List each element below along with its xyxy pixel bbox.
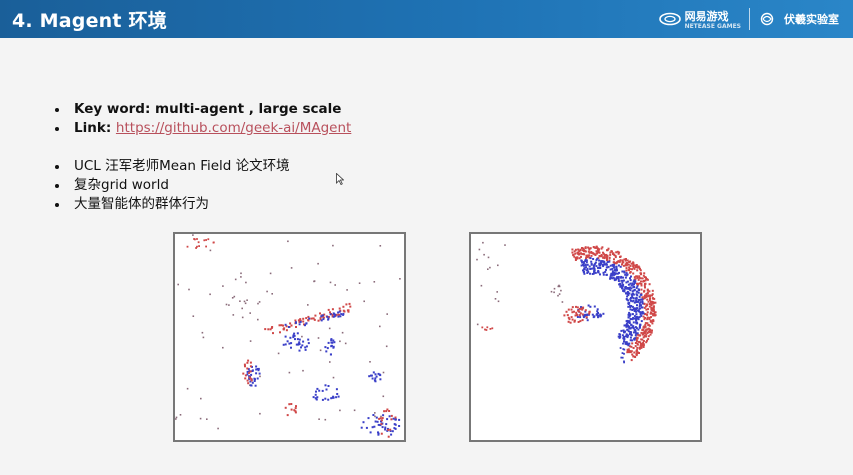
feature-list: UCL 汪军老师Mean Field 论文环境 复杂grid world 大量智… xyxy=(52,157,290,214)
netease-logo: 网易游戏 NETEASE GAMES xyxy=(658,8,741,30)
fuxi-logo-text: 伏羲实验室 xyxy=(784,13,839,26)
simulation-panel-scattered xyxy=(173,232,406,442)
keyword-text: Key word: multi-agent , large scale xyxy=(74,101,342,117)
logo-group: 网易游戏 NETEASE GAMES 伏羲实验室 xyxy=(658,8,839,30)
feature-bullet-grid-world: 复杂grid world xyxy=(52,176,290,195)
netease-logo-text: 网易游戏 xyxy=(684,10,729,23)
logo-divider xyxy=(749,8,750,30)
clustered-agents-plot xyxy=(476,241,657,364)
key-info-list: Key word: multi-agent , large scale Link… xyxy=(52,100,351,138)
netease-logo-subtext: NETEASE GAMES xyxy=(684,23,741,30)
link-label: Link: xyxy=(74,120,116,136)
fuxi-emblem-icon xyxy=(760,12,774,26)
keyword-bullet: Key word: multi-agent , large scale xyxy=(52,100,351,119)
fuxi-logo: 伏羲实验室 xyxy=(758,11,839,27)
netease-swirl-icon xyxy=(658,12,681,26)
simulation-panel-clustered xyxy=(469,232,702,442)
mouse-cursor-icon xyxy=(336,173,344,185)
slide-title: 4. Magent 环境 xyxy=(12,9,167,32)
github-link[interactable]: https://github.com/geek-ai/MAgent xyxy=(115,120,352,136)
slide-header: 4. Magent 环境 网易游戏 NETEASE GAMES 伏羲实验室 xyxy=(0,0,853,38)
feature-bullet-mean-field: UCL 汪军老师Mean Field 论文环境 xyxy=(52,157,290,176)
link-bullet: Link: https://github.com/geek-ai/MAgent xyxy=(52,119,351,138)
scattered-agents-plot xyxy=(175,234,401,438)
feature-bullet-swarm: 大量智能体的群体行为 xyxy=(52,195,290,214)
